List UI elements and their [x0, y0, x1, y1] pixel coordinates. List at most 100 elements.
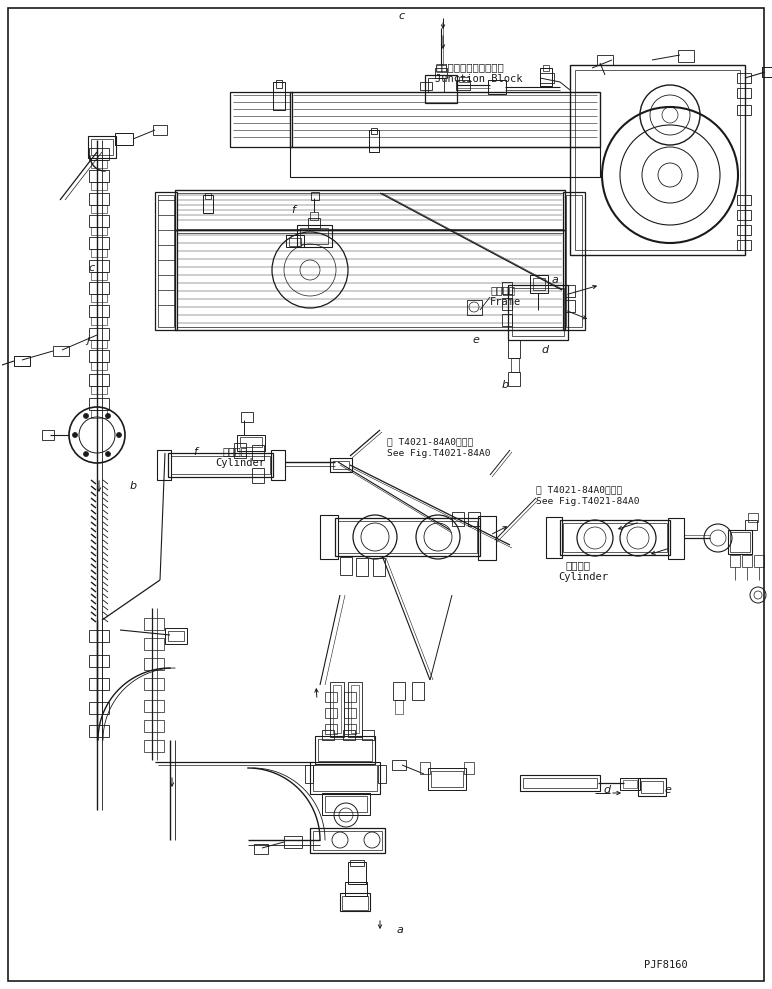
- Text: d: d: [604, 785, 611, 795]
- Bar: [318, 739, 372, 761]
- Bar: [89, 702, 109, 714]
- Bar: [420, 82, 432, 90]
- Bar: [91, 317, 107, 325]
- Bar: [91, 227, 107, 235]
- Text: c: c: [399, 11, 405, 21]
- Bar: [89, 630, 109, 642]
- Text: See Fig.T4021-84A0: See Fig.T4021-84A0: [536, 497, 639, 506]
- Bar: [91, 272, 107, 280]
- Bar: [425, 75, 457, 103]
- Bar: [371, 128, 377, 134]
- Bar: [728, 530, 752, 554]
- Bar: [520, 775, 600, 791]
- Text: Junction Block: Junction Block: [435, 74, 523, 84]
- Bar: [340, 557, 352, 575]
- Bar: [668, 518, 684, 559]
- Text: c: c: [89, 263, 95, 273]
- Bar: [91, 182, 107, 190]
- Bar: [754, 555, 764, 567]
- Text: e: e: [472, 335, 479, 345]
- Bar: [89, 678, 109, 690]
- Bar: [737, 105, 751, 115]
- Bar: [344, 692, 356, 702]
- Bar: [165, 628, 187, 644]
- Bar: [340, 893, 370, 911]
- Text: Cylinder: Cylinder: [215, 458, 265, 468]
- Bar: [575, 70, 740, 250]
- Bar: [502, 298, 512, 310]
- Bar: [348, 862, 366, 884]
- Bar: [305, 765, 313, 783]
- Bar: [320, 515, 338, 559]
- Bar: [369, 130, 379, 152]
- Bar: [91, 294, 107, 302]
- Circle shape: [73, 432, 77, 437]
- Bar: [91, 139, 113, 155]
- Bar: [89, 170, 109, 182]
- Bar: [508, 340, 520, 358]
- Bar: [338, 521, 477, 553]
- Bar: [42, 430, 54, 440]
- Bar: [241, 412, 253, 422]
- Bar: [158, 195, 174, 327]
- Bar: [89, 282, 109, 294]
- Bar: [459, 77, 469, 82]
- Bar: [205, 193, 211, 199]
- Bar: [89, 350, 109, 362]
- Text: f: f: [193, 447, 197, 457]
- Bar: [737, 73, 751, 83]
- Bar: [91, 386, 107, 394]
- Bar: [89, 725, 109, 737]
- Bar: [464, 762, 474, 774]
- Bar: [748, 513, 758, 522]
- Bar: [393, 682, 405, 700]
- Bar: [330, 682, 344, 737]
- Bar: [144, 720, 164, 732]
- Bar: [742, 555, 752, 567]
- Bar: [333, 461, 349, 469]
- Bar: [168, 453, 273, 477]
- Bar: [297, 225, 332, 247]
- Bar: [171, 456, 270, 474]
- Bar: [310, 212, 318, 220]
- Bar: [14, 356, 30, 366]
- Bar: [290, 147, 600, 177]
- Text: b: b: [130, 481, 137, 491]
- Bar: [452, 512, 464, 526]
- Bar: [273, 82, 285, 110]
- Bar: [502, 282, 512, 294]
- Bar: [168, 631, 184, 641]
- Text: b: b: [502, 380, 509, 390]
- Bar: [89, 148, 109, 160]
- Bar: [468, 512, 480, 526]
- Bar: [623, 780, 637, 788]
- Bar: [730, 532, 750, 552]
- Bar: [203, 195, 213, 213]
- Circle shape: [106, 452, 110, 457]
- Bar: [313, 765, 377, 791]
- Bar: [325, 724, 337, 734]
- Bar: [565, 285, 575, 297]
- Bar: [311, 192, 319, 200]
- Text: フレーム: フレーム: [490, 285, 515, 295]
- Bar: [565, 300, 575, 312]
- Bar: [88, 136, 116, 158]
- Text: Frame: Frame: [490, 297, 521, 307]
- Bar: [512, 288, 564, 336]
- Bar: [175, 230, 565, 330]
- Bar: [530, 275, 548, 293]
- Bar: [91, 205, 107, 213]
- Text: Cylinder: Cylinder: [558, 572, 608, 582]
- Bar: [373, 558, 385, 576]
- Bar: [502, 314, 512, 326]
- Bar: [89, 374, 109, 386]
- Bar: [345, 882, 367, 896]
- Bar: [570, 65, 745, 255]
- Bar: [392, 760, 406, 770]
- Bar: [412, 682, 424, 700]
- Bar: [157, 450, 171, 480]
- Bar: [343, 730, 355, 740]
- Text: f: f: [291, 205, 295, 215]
- Text: a: a: [551, 275, 558, 285]
- Bar: [523, 778, 597, 788]
